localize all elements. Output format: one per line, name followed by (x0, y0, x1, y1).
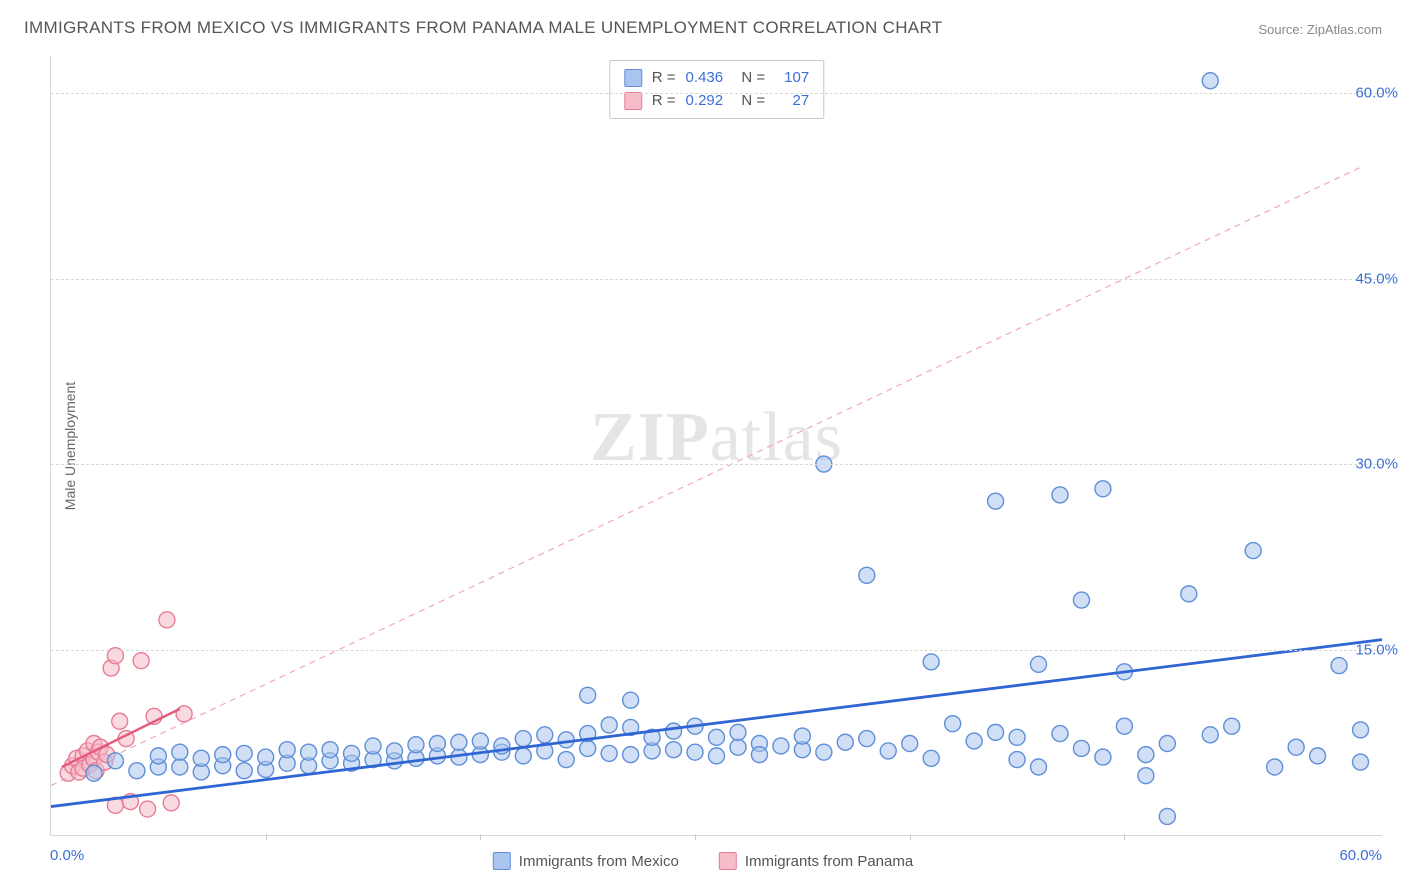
legend-series-item: Immigrants from Mexico (493, 852, 679, 870)
legend-swatch (719, 852, 737, 870)
scatter-plot-svg (51, 56, 1382, 835)
y-tick-label: 30.0% (1355, 456, 1398, 473)
y-tick-label: 60.0% (1355, 85, 1398, 102)
x-minor-tick (266, 834, 267, 840)
gridline-h (51, 464, 1382, 465)
gridline-h (51, 93, 1382, 94)
chart-plot-area: ZIPatlas R = 0.436 N = 107R = 0.292 N = … (50, 56, 1382, 836)
legend-series-label: Immigrants from Mexico (519, 853, 679, 870)
x-minor-tick (480, 834, 481, 840)
legend-swatch (493, 852, 511, 870)
x-minor-tick (1124, 834, 1125, 840)
legend-n-label: N = (733, 67, 765, 90)
x-tick-label: 60.0% (1339, 847, 1382, 864)
chart-title: IMMIGRANTS FROM MEXICO VS IMMIGRANTS FRO… (24, 18, 942, 38)
legend-r-value: 0.436 (686, 67, 724, 90)
legend-swatch (624, 92, 642, 110)
source-name: ZipAtlas.com (1307, 22, 1382, 37)
x-minor-tick (910, 834, 911, 840)
gridline-h (51, 650, 1382, 651)
legend-series-label: Immigrants from Panama (745, 853, 913, 870)
legend-stat-row: R = 0.436 N = 107 (624, 67, 809, 90)
legend-series-item: Immigrants from Panama (719, 852, 913, 870)
legend-r-label: R = (652, 67, 676, 90)
gridline-h (51, 279, 1382, 280)
source-prefix: Source: (1258, 22, 1306, 37)
y-tick-label: 45.0% (1355, 270, 1398, 287)
source-attribution: Source: ZipAtlas.com (1258, 22, 1382, 37)
legend-n-value: 107 (775, 67, 809, 90)
y-tick-label: 15.0% (1355, 641, 1398, 658)
correlation-legend: R = 0.436 N = 107R = 0.292 N = 27 (609, 60, 824, 119)
x-minor-tick (695, 834, 696, 840)
series-legend: Immigrants from Mexico Immigrants from Pa… (493, 852, 913, 870)
x-tick-label: 0.0% (50, 847, 84, 864)
legend-swatch (624, 69, 642, 87)
